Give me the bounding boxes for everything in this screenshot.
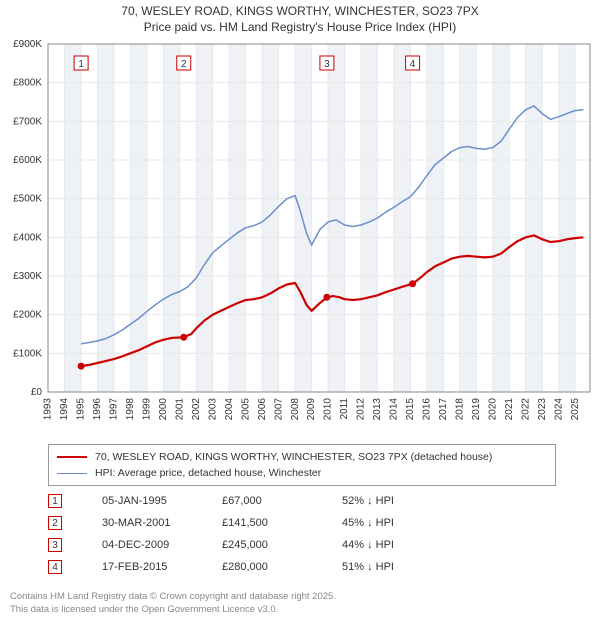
chart-area: £0 £100K £200K £300K £400K £500K £600K £700K £80… bbox=[0, 36, 600, 436]
svg-text:2: 2 bbox=[181, 59, 187, 70]
chart-title-block: 70, WESLEY ROAD, KINGS WORTHY, WINCHESTE… bbox=[0, 0, 600, 36]
svg-text:£800K: £800K bbox=[13, 77, 42, 88]
svg-text:2005: 2005 bbox=[240, 397, 251, 420]
sale-marker-ref: 3 bbox=[48, 538, 62, 552]
sale-vs-hpi: 44% ↓ HPI bbox=[342, 539, 462, 551]
svg-text:2013: 2013 bbox=[372, 397, 383, 420]
svg-text:£0: £0 bbox=[31, 387, 43, 398]
sale-date: 30-MAR-2001 bbox=[102, 517, 222, 529]
svg-text:2010: 2010 bbox=[323, 397, 334, 420]
svg-text:£100K: £100K bbox=[13, 348, 42, 359]
svg-text:2004: 2004 bbox=[224, 397, 235, 420]
svg-text:£700K: £700K bbox=[13, 116, 42, 127]
sale-price: £67,000 bbox=[222, 495, 342, 507]
svg-text:1994: 1994 bbox=[59, 397, 70, 420]
sale-marker-ref: 2 bbox=[48, 516, 62, 530]
svg-text:2012: 2012 bbox=[356, 397, 367, 420]
svg-text:£300K: £300K bbox=[13, 271, 42, 282]
svg-text:3: 3 bbox=[324, 59, 330, 70]
svg-text:4: 4 bbox=[410, 59, 416, 70]
sale-row: 3 04-DEC-2009£245,00044% ↓ HPI bbox=[48, 534, 556, 556]
svg-text:2021: 2021 bbox=[504, 397, 515, 420]
legend-label: 70, WESLEY ROAD, KINGS WORTHY, WINCHESTE… bbox=[95, 451, 492, 463]
sale-vs-hpi: 51% ↓ HPI bbox=[342, 561, 462, 573]
svg-text:1995: 1995 bbox=[76, 397, 87, 420]
sale-date: 05-JAN-1995 bbox=[102, 495, 222, 507]
sale-price: £141,500 bbox=[222, 517, 342, 529]
sale-vs-hpi: 45% ↓ HPI bbox=[342, 517, 462, 529]
svg-text:2003: 2003 bbox=[207, 397, 218, 420]
sale-vs-hpi: 52% ↓ HPI bbox=[342, 495, 462, 507]
legend-swatch bbox=[57, 456, 87, 458]
svg-text:2016: 2016 bbox=[422, 397, 433, 420]
svg-text:2009: 2009 bbox=[306, 397, 317, 420]
sale-marker-ref: 1 bbox=[48, 494, 62, 508]
svg-text:£400K: £400K bbox=[13, 232, 42, 243]
svg-text:2007: 2007 bbox=[273, 397, 284, 420]
svg-text:2024: 2024 bbox=[553, 397, 564, 420]
chart-title: 70, WESLEY ROAD, KINGS WORTHY, WINCHESTE… bbox=[0, 4, 600, 20]
sale-price: £280,000 bbox=[222, 561, 342, 573]
svg-text:£500K: £500K bbox=[13, 193, 42, 204]
svg-text:2014: 2014 bbox=[389, 397, 400, 420]
sale-marker-ref: 4 bbox=[48, 560, 62, 574]
svg-text:1997: 1997 bbox=[109, 397, 120, 420]
svg-text:£600K: £600K bbox=[13, 155, 42, 166]
svg-text:2017: 2017 bbox=[438, 397, 449, 420]
attribution-footer: Contains HM Land Registry data © Crown c… bbox=[10, 591, 336, 616]
svg-text:2002: 2002 bbox=[191, 397, 202, 420]
svg-text:2001: 2001 bbox=[174, 397, 185, 420]
svg-text:2019: 2019 bbox=[471, 397, 482, 420]
svg-text:£900K: £900K bbox=[13, 39, 42, 50]
svg-text:2015: 2015 bbox=[405, 397, 416, 420]
svg-text:1993: 1993 bbox=[43, 397, 54, 420]
svg-text:2000: 2000 bbox=[158, 397, 169, 420]
line-chart: £0 £100K £200K £300K £400K £500K £600K £700K £80… bbox=[0, 36, 600, 436]
svg-text:2023: 2023 bbox=[537, 397, 548, 420]
legend-label: HPI: Average price, detached house, Winc… bbox=[95, 467, 321, 479]
sale-date: 17-FEB-2015 bbox=[102, 561, 222, 573]
svg-text:£200K: £200K bbox=[13, 309, 42, 320]
legend-swatch bbox=[57, 473, 87, 474]
svg-text:1996: 1996 bbox=[92, 397, 103, 420]
footer-line-1: Contains HM Land Registry data © Crown c… bbox=[10, 591, 336, 603]
svg-text:2006: 2006 bbox=[257, 397, 268, 420]
svg-text:1: 1 bbox=[78, 59, 84, 70]
svg-text:1999: 1999 bbox=[141, 397, 152, 420]
svg-text:2022: 2022 bbox=[520, 397, 531, 420]
chart-subtitle: Price paid vs. HM Land Registry's House … bbox=[0, 20, 600, 34]
svg-text:2008: 2008 bbox=[290, 397, 301, 420]
sales-table: 1 05-JAN-1995£67,00052% ↓ HPI 2 30-MAR-2001… bbox=[48, 490, 556, 578]
footer-line-2: This data is licensed under the Open Gov… bbox=[10, 604, 336, 616]
sale-row: 1 05-JAN-1995£67,00052% ↓ HPI bbox=[48, 490, 556, 512]
sale-row: 4 17-FEB-2015£280,00051% ↓ HPI bbox=[48, 556, 556, 578]
legend-item: 70, WESLEY ROAD, KINGS WORTHY, WINCHESTE… bbox=[57, 449, 547, 465]
sale-row: 2 30-MAR-2001£141,50045% ↓ HPI bbox=[48, 512, 556, 534]
sale-date: 04-DEC-2009 bbox=[102, 539, 222, 551]
svg-text:2020: 2020 bbox=[487, 397, 498, 420]
legend-item: HPI: Average price, detached house, Winc… bbox=[57, 465, 547, 481]
svg-text:2011: 2011 bbox=[339, 397, 350, 419]
svg-text:2025: 2025 bbox=[570, 397, 581, 420]
legend: 70, WESLEY ROAD, KINGS WORTHY, WINCHESTE… bbox=[48, 444, 556, 486]
sale-price: £245,000 bbox=[222, 539, 342, 551]
svg-text:2018: 2018 bbox=[454, 397, 465, 420]
svg-text:1998: 1998 bbox=[125, 397, 136, 420]
